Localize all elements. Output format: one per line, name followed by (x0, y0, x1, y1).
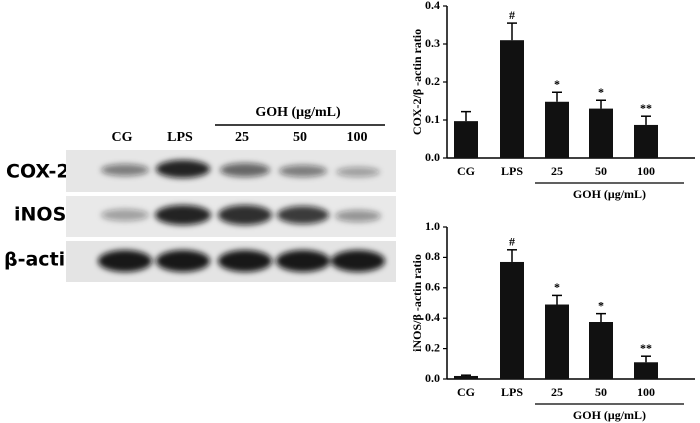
annotation: # (509, 8, 515, 22)
group-label: GOH (μg/mL) (255, 105, 341, 120)
y-tick-label: 0.1 (425, 112, 440, 126)
y-tick-label: 0.8 (425, 249, 440, 263)
lane-label: 50 (293, 130, 307, 145)
x-tick-label: LPS (501, 164, 523, 178)
x-tick-label: CG (457, 385, 475, 399)
y-tick-label: 0.4 (425, 0, 440, 12)
y-axis-label: COX-2/β -actin ratio (410, 29, 424, 135)
group-label: GOH (μg/mL) (573, 187, 646, 201)
x-tick-label: 100 (637, 164, 655, 178)
x-tick-label: 50 (595, 385, 607, 399)
annotation: ** (640, 341, 652, 355)
annotation: * (554, 280, 560, 294)
annotation: * (554, 77, 560, 91)
y-tick-label: 0.6 (425, 280, 440, 294)
y-axis-label: iNOS/β -actin ratio (410, 254, 424, 352)
bar (454, 375, 478, 379)
row-label: iNOS (14, 204, 66, 226)
y-tick-label: 0.2 (425, 74, 440, 88)
x-tick-label: 25 (551, 164, 563, 178)
lane-label: 25 (235, 130, 249, 145)
x-tick-label: 100 (637, 385, 655, 399)
x-tick-label: 25 (551, 385, 563, 399)
bar (545, 304, 569, 379)
bands (98, 160, 385, 272)
y-tick-label: 0.0 (425, 150, 440, 164)
bar (545, 101, 569, 158)
lane-label: CG (112, 130, 133, 145)
x-tick-label: CG (457, 164, 475, 178)
y-tick-label: 0.3 (425, 36, 440, 50)
annotation: * (598, 85, 604, 99)
row-label: β-actin (4, 249, 79, 271)
bar (634, 362, 658, 379)
x-tick-label: LPS (501, 385, 523, 399)
lane-label: LPS (167, 130, 193, 145)
bar (500, 261, 524, 379)
bar (634, 124, 658, 158)
y-tick-label: 1.0 (425, 219, 440, 233)
lane-label: 100 (347, 130, 368, 145)
bar (589, 322, 613, 379)
annotation: ** (640, 101, 652, 115)
row-label: COX-2 (6, 161, 70, 183)
y-tick-label: 0.0 (425, 371, 440, 385)
bar (500, 40, 524, 159)
bar (454, 121, 478, 158)
y-tick-label: 0.4 (425, 310, 440, 324)
x-tick-label: 50 (595, 164, 607, 178)
western-blot: GOH (μg/mL) CG LPS 25 50 100 COX-2 iNOS … (4, 105, 396, 282)
group-label: GOH (μg/mL) (573, 408, 646, 422)
annotation: * (598, 298, 604, 312)
bar (589, 108, 613, 158)
y-tick-label: 0.2 (425, 340, 440, 354)
annotation: # (509, 235, 515, 249)
